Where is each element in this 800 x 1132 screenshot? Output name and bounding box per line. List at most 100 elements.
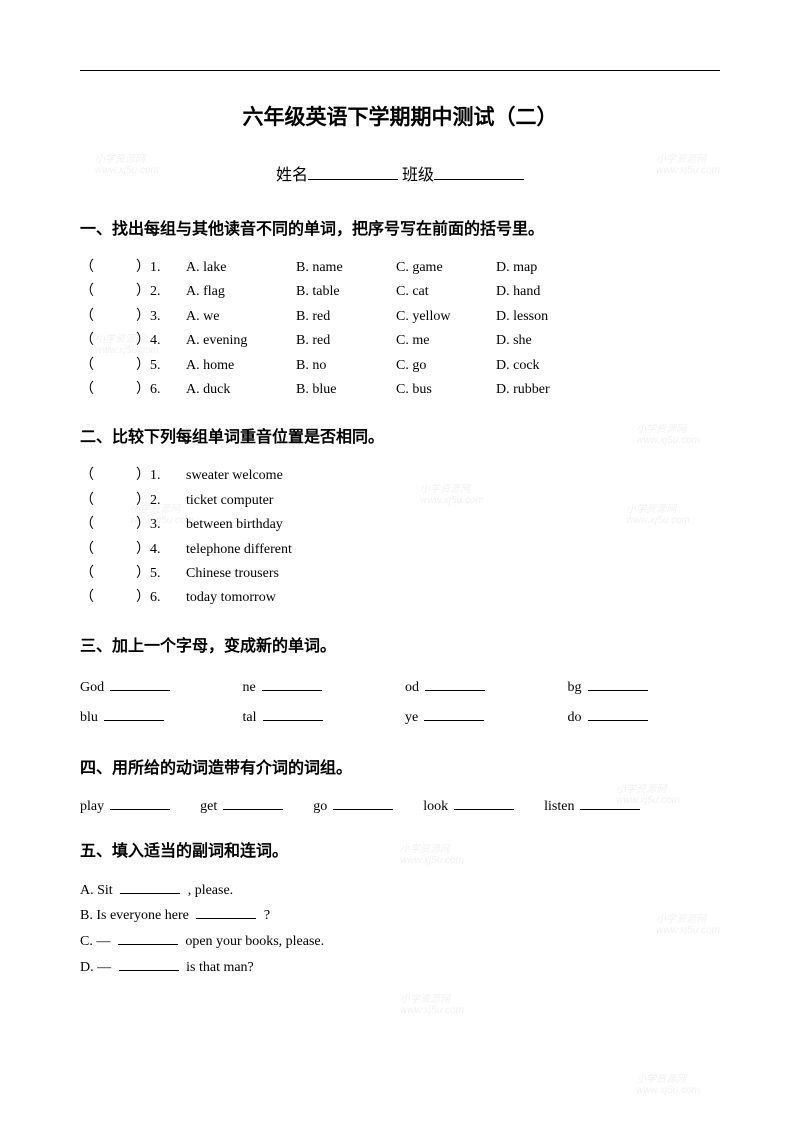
name-label: 姓名 <box>276 167 308 184</box>
q1-row: （ ）3.A. weB. redC. yellowD. lesson <box>80 306 720 328</box>
section-4-heading: 四、用所给的动词造带有介词的词组。 <box>80 754 720 778</box>
fill-blank[interactable] <box>588 677 648 691</box>
option-c: C. cat <box>396 281 496 303</box>
option-d: D. map <box>496 257 596 279</box>
class-blank[interactable] <box>434 164 524 180</box>
fill-blank[interactable] <box>196 905 256 919</box>
q4-word: listen <box>544 799 574 815</box>
name-class-row: 姓名 班级 <box>80 161 720 185</box>
paren-blank[interactable]: （ ） <box>80 465 150 487</box>
section-3-heading: 三、加上一个字母，变成新的单词。 <box>80 632 720 656</box>
paren-blank[interactable]: （ ） <box>80 587 150 609</box>
q2-row: （ ）6.today tomorrow <box>80 587 720 609</box>
section-2-heading: 二、比较下列每组单词重音位置是否相同。 <box>80 423 720 447</box>
section-5-heading: 五、填入适当的副词和连词。 <box>80 837 720 861</box>
fill-blank[interactable] <box>424 707 484 721</box>
page-title: 六年级英语下学期期中测试（二） <box>80 101 720 131</box>
q-num: 4. <box>150 330 186 352</box>
q5-prefix: C. — <box>80 934 114 949</box>
q3-word: God <box>80 674 104 702</box>
q4-word: look <box>423 799 448 815</box>
option-c: C. bus <box>396 379 496 401</box>
q5-prefix: A. Sit <box>80 883 116 898</box>
q-num: 1. <box>150 465 186 487</box>
q1-row: （ ）6.A. duckB. blueC. busD. rubber <box>80 379 720 401</box>
option-a: A. home <box>186 355 296 377</box>
fill-blank[interactable] <box>454 796 514 810</box>
q-num: 3. <box>150 306 186 328</box>
name-blank[interactable] <box>308 164 398 180</box>
q1-row: （ ）5.A. homeB. noC. goD. cock <box>80 355 720 377</box>
option-c: C. game <box>396 257 496 279</box>
q4-item: go <box>313 796 393 815</box>
fill-blank[interactable] <box>119 957 179 971</box>
paren-blank[interactable]: （ ） <box>80 281 150 303</box>
q1-row: （ ）4.A. eveningB. redC. meD. she <box>80 330 720 352</box>
q-num: 5. <box>150 563 186 585</box>
q3-word: tal <box>243 704 257 732</box>
q2-row: （ ）3.between birthday <box>80 514 720 536</box>
fill-blank[interactable] <box>425 677 485 691</box>
fill-blank[interactable] <box>110 677 170 691</box>
q2-row: （ ）1.sweater welcome <box>80 465 720 487</box>
fill-blank[interactable] <box>588 707 648 721</box>
option-a: A. we <box>186 306 296 328</box>
q3-item: od <box>405 674 558 702</box>
paren-blank[interactable]: （ ） <box>80 306 150 328</box>
q2-row: （ ）2.ticket computer <box>80 490 720 512</box>
option-a: A. duck <box>186 379 296 401</box>
option-b: B. name <box>296 257 396 279</box>
paren-blank[interactable]: （ ） <box>80 539 150 561</box>
fill-blank[interactable] <box>110 796 170 810</box>
q4-word: play <box>80 799 104 815</box>
q4-item: play <box>80 796 170 815</box>
q5-suffix: is that man? <box>183 960 254 975</box>
q5-row: B. Is everyone here ? <box>80 904 720 928</box>
section-5-block: A. Sit , please.B. Is everyone here ? C. … <box>80 879 720 980</box>
q-num: 2. <box>150 490 186 512</box>
q3-word: do <box>568 704 582 732</box>
q4-word: get <box>200 799 217 815</box>
fill-blank[interactable] <box>580 796 640 810</box>
paren-blank[interactable]: （ ） <box>80 330 150 352</box>
paren-blank[interactable]: （ ） <box>80 563 150 585</box>
paren-blank[interactable]: （ ） <box>80 379 150 401</box>
q-num: 2. <box>150 281 186 303</box>
q5-suffix: open your books, please. <box>182 934 324 949</box>
fill-blank[interactable] <box>262 677 322 691</box>
q2-text: ticket computer <box>186 490 273 512</box>
option-b: B. red <box>296 306 396 328</box>
fill-blank[interactable] <box>223 796 283 810</box>
q4-item: get <box>200 796 283 815</box>
q-num: 4. <box>150 539 186 561</box>
q3-item: God <box>80 674 233 702</box>
q5-prefix: D. — <box>80 960 115 975</box>
q3-word: blu <box>80 704 98 732</box>
q-num: 5. <box>150 355 186 377</box>
paren-blank[interactable]: （ ） <box>80 257 150 279</box>
option-c: C. yellow <box>396 306 496 328</box>
option-a: A. flag <box>186 281 296 303</box>
paren-blank[interactable]: （ ） <box>80 355 150 377</box>
fill-blank[interactable] <box>104 707 164 721</box>
class-label: 班级 <box>402 167 434 184</box>
q1-row: （ ）1.A. lakeB. nameC. gameD. map <box>80 257 720 279</box>
q-num: 3. <box>150 514 186 536</box>
paren-blank[interactable]: （ ） <box>80 514 150 536</box>
option-a: A. lake <box>186 257 296 279</box>
q-num: 1. <box>150 257 186 279</box>
q3-item: do <box>568 704 721 732</box>
option-c: C. go <box>396 355 496 377</box>
q3-item: tal <box>243 704 396 732</box>
fill-blank[interactable] <box>118 931 178 945</box>
q5-suffix: ? <box>260 908 270 923</box>
paren-blank[interactable]: （ ） <box>80 490 150 512</box>
fill-blank[interactable] <box>263 707 323 721</box>
option-a: A. evening <box>186 330 296 352</box>
fill-blank[interactable] <box>120 880 180 894</box>
q1-row: （ ）2.A. flagB. tableC. catD. hand <box>80 281 720 303</box>
fill-blank[interactable] <box>333 796 393 810</box>
option-b: B. table <box>296 281 396 303</box>
q5-row: A. Sit , please. <box>80 879 720 903</box>
q2-text: telephone different <box>186 539 292 561</box>
